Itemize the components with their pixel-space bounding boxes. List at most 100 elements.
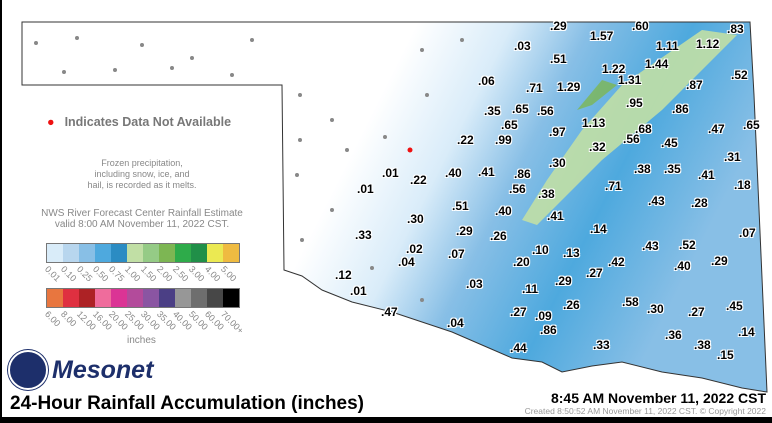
station-rainfall-value: 1.12 xyxy=(696,37,720,51)
legend-units: inches xyxy=(127,335,156,346)
legend-swatch xyxy=(143,289,159,307)
station-dot xyxy=(295,173,299,177)
map-title: 24-Hour Rainfall Accumulation (inches) xyxy=(10,393,365,414)
station-dot xyxy=(113,68,117,72)
station-dot xyxy=(330,118,334,122)
station-dot xyxy=(298,93,302,97)
legend-swatch xyxy=(159,289,175,307)
station-rainfall-value: .14 xyxy=(738,325,755,339)
legend-swatch xyxy=(79,244,95,262)
red-dot-icon: ● xyxy=(47,115,55,129)
legend-swatch xyxy=(143,244,159,262)
legend-swatch xyxy=(175,289,191,307)
legend-swatch xyxy=(95,244,111,262)
station-rainfall-value: .56 xyxy=(537,104,554,118)
station-rainfall-value: .29 xyxy=(550,19,567,33)
station-rainfall-value: .83 xyxy=(727,22,744,36)
station-rainfall-value: .30 xyxy=(647,302,664,316)
station-rainfall-value: .38 xyxy=(634,162,651,176)
frozen-note-line: Frozen precipitation, xyxy=(101,158,183,168)
mesonet-logo: Mesonet xyxy=(8,350,153,390)
mesonet-wordmark: Mesonet xyxy=(52,355,154,384)
station-dot xyxy=(190,56,194,60)
station-rainfall-value: .68 xyxy=(635,122,652,136)
station-dot xyxy=(298,138,302,142)
station-dot xyxy=(250,38,254,42)
observation-time: 8:45 AM November 11, 2022 CST xyxy=(550,390,766,406)
station-rainfall-value: .42 xyxy=(608,255,625,269)
station-dot xyxy=(420,48,424,52)
station-rainfall-value: 1.29 xyxy=(557,80,581,94)
station-rainfall-value: .01 xyxy=(382,166,399,180)
legend-swatch xyxy=(175,244,191,262)
station-rainfall-value: .95 xyxy=(626,96,643,110)
station-rainfall-value: .41 xyxy=(478,165,495,179)
legend-swatch xyxy=(47,289,63,307)
heavy-rain-band xyxy=(522,30,737,225)
legend-swatch xyxy=(191,244,207,262)
station-rainfall-value: .02 xyxy=(406,242,423,256)
station-rainfall-value: .40 xyxy=(674,259,691,273)
station-rainfall-value: .14 xyxy=(590,222,607,236)
created-copyright: Created 8:50:52 AM November 11, 2022 CST… xyxy=(524,406,766,416)
station-dot xyxy=(425,93,429,97)
station-rainfall-value: .56 xyxy=(509,182,526,196)
station-dot xyxy=(330,208,334,212)
legend-swatch xyxy=(127,289,143,307)
frozen-note-line: including snow, ice, and xyxy=(94,169,190,179)
station-rainfall-value: .09 xyxy=(535,309,552,323)
station-rainfall-value: .07 xyxy=(739,226,756,240)
station-rainfall-value: .45 xyxy=(661,136,678,150)
legend-swatch xyxy=(63,289,79,307)
station-rainfall-value: .03 xyxy=(514,39,531,53)
legend-scale-2 xyxy=(46,288,240,308)
station-dot xyxy=(75,36,79,40)
station-rainfall-value: .04 xyxy=(398,255,415,269)
station-rainfall-value: .86 xyxy=(514,167,531,181)
station-rainfall-value: .71 xyxy=(605,179,622,193)
station-dot xyxy=(34,41,38,45)
data-not-available-label: Indicates Data Not Available xyxy=(64,115,232,129)
county-dots xyxy=(34,36,464,302)
station-rainfall-value: .60 xyxy=(632,19,649,33)
station-rainfall-value: .65 xyxy=(501,118,518,132)
legend-swatch xyxy=(95,289,111,307)
station-rainfall-value: .47 xyxy=(381,305,398,319)
station-rainfall-value: .47 xyxy=(708,122,725,136)
station-rainfall-value: .22 xyxy=(457,133,474,147)
station-rainfall-value: .58 xyxy=(622,295,639,309)
station-rainfall-value: .41 xyxy=(547,209,564,223)
station-rainfall-value: .26 xyxy=(490,229,507,243)
station-rainfall-value: .52 xyxy=(679,238,696,252)
station-rainfall-value: .22 xyxy=(410,173,427,187)
bottom-bar xyxy=(2,417,772,423)
station-rainfall-value: .38 xyxy=(694,338,711,352)
legend-swatch xyxy=(207,244,223,262)
station-rainfall-value: .01 xyxy=(357,182,374,196)
legend-swatch xyxy=(47,244,63,262)
mesonet-seal-icon xyxy=(8,350,48,390)
station-rainfall-value: .99 xyxy=(495,133,512,147)
station-rainfall-value: .26 xyxy=(563,298,580,312)
nws-note: NWS River Forecast Center Rainfall Estim… xyxy=(32,208,252,230)
legend-swatch xyxy=(127,244,143,262)
station-rainfall-value: .35 xyxy=(484,104,501,118)
station-rainfall-value: 1.31 xyxy=(618,73,642,87)
station-rainfall-value: .97 xyxy=(549,125,566,139)
data-not-available-key: ● Indicates Data Not Available xyxy=(47,115,231,129)
station-rainfall-value: .40 xyxy=(495,204,512,218)
station-rainfall-value: .29 xyxy=(456,224,473,238)
station-rainfall-value: .29 xyxy=(555,274,572,288)
station-rainfall-value: .32 xyxy=(589,140,606,154)
station-rainfall-value: .87 xyxy=(686,78,703,92)
station-rainfall-value: .86 xyxy=(540,323,557,337)
heavy-rain-core xyxy=(577,80,617,110)
station-rainfall-value: .30 xyxy=(549,156,566,170)
station-dot xyxy=(140,43,144,47)
station-rainfall-value: .33 xyxy=(355,228,372,242)
station-rainfall-value: .51 xyxy=(550,52,567,66)
station-rainfall-value: .43 xyxy=(642,239,659,253)
station-rainfall-value: .06 xyxy=(478,74,495,88)
